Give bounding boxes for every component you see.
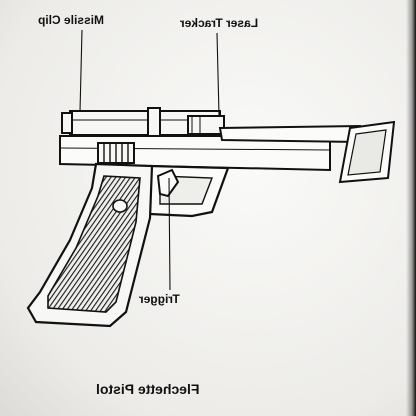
laser-tracker-leader — [216, 32, 220, 116]
laser-tracker-part — [61, 107, 225, 139]
trigger-leader — [168, 177, 171, 291]
missile-clip-label: Missile Clip — [38, 13, 105, 27]
laser-tracker-label: Laser Tracker — [180, 16, 259, 30]
trigger-label: Trigger — [139, 292, 180, 306]
leader-lines — [79, 29, 220, 291]
figure-caption: Flechette Pistol — [96, 381, 200, 397]
grip-part — [26, 162, 154, 328]
missile-clip-leader — [79, 29, 83, 113]
scan-shadow-edge — [406, 0, 416, 416]
missile-clip-part — [97, 142, 135, 164]
trigger-part — [156, 168, 180, 198]
